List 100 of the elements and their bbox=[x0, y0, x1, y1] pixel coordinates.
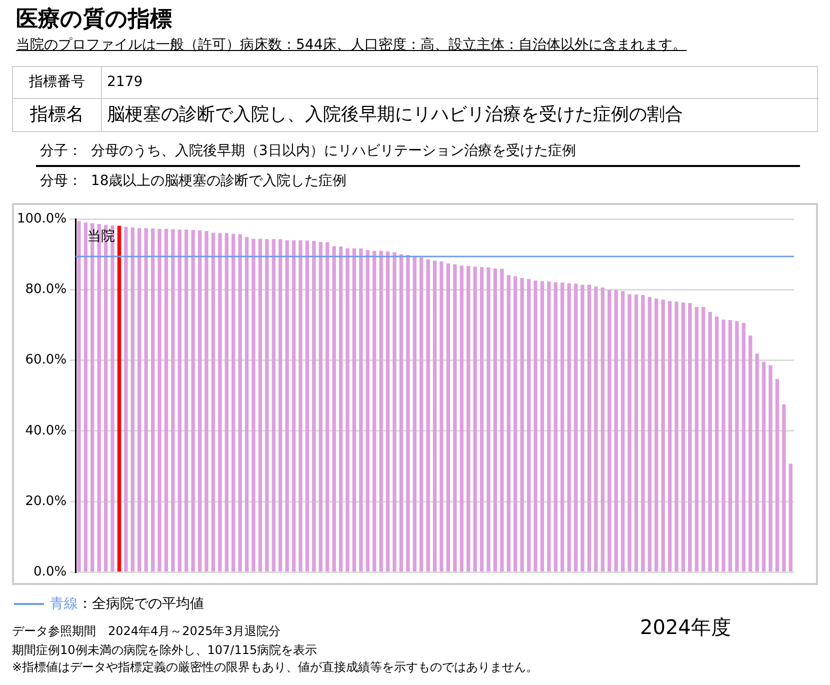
bar bbox=[298, 240, 302, 572]
bar bbox=[714, 316, 719, 572]
bar bbox=[211, 232, 216, 572]
bar bbox=[171, 229, 175, 572]
bar bbox=[788, 464, 792, 572]
bar bbox=[278, 239, 282, 572]
bar bbox=[742, 322, 746, 572]
bar bbox=[191, 230, 195, 572]
bar bbox=[252, 238, 256, 572]
bar bbox=[305, 240, 310, 572]
bar bbox=[318, 242, 322, 572]
text: 期間症例10例未満の病院を除外し、107/115病院を表示 bbox=[12, 642, 318, 659]
chart-title: 医療の質の指標 bbox=[16, 6, 172, 34]
bar bbox=[480, 267, 484, 572]
bar bbox=[768, 365, 772, 572]
bar bbox=[661, 300, 665, 572]
bar bbox=[620, 291, 625, 572]
bar bbox=[500, 268, 504, 572]
y-tick-label: 20.0% bbox=[25, 494, 67, 509]
text: 指標名 bbox=[13, 99, 102, 131]
bar bbox=[722, 320, 726, 572]
chart-subtitle: 当院のプロファイルは一般（許可）病床数：544床、人口密度：高、設立主体：自治体以外に含まれます。 bbox=[16, 36, 687, 54]
bar bbox=[244, 237, 249, 572]
bar bbox=[580, 284, 584, 572]
bar bbox=[702, 306, 706, 572]
bar bbox=[782, 404, 786, 572]
bar bbox=[560, 282, 564, 572]
bar bbox=[460, 266, 464, 572]
bar bbox=[628, 294, 632, 572]
bar bbox=[608, 290, 612, 572]
bar bbox=[634, 294, 638, 572]
bar bbox=[594, 286, 598, 572]
bar bbox=[184, 230, 188, 572]
bar bbox=[198, 230, 202, 572]
bar bbox=[164, 228, 168, 572]
bar bbox=[326, 242, 330, 572]
bar bbox=[473, 266, 477, 572]
bar bbox=[486, 267, 490, 572]
bar bbox=[352, 248, 356, 572]
bar bbox=[265, 239, 269, 572]
bar bbox=[775, 379, 780, 572]
bar bbox=[654, 298, 658, 572]
bar bbox=[224, 233, 228, 572]
text: 18歳以上の脳梗塞の診断で入院した症例 bbox=[90, 173, 347, 189]
bar bbox=[694, 306, 698, 572]
text: データ参照期間 2024年4月～2025年3月退院分 bbox=[12, 623, 280, 640]
bar bbox=[600, 288, 604, 572]
bar bbox=[204, 231, 208, 572]
bar bbox=[426, 259, 430, 572]
bar bbox=[117, 226, 122, 572]
y-tick-label: 80.0% bbox=[25, 282, 67, 298]
bar bbox=[238, 234, 242, 572]
bar bbox=[178, 230, 182, 572]
bar bbox=[138, 228, 142, 572]
bar bbox=[84, 222, 88, 572]
bar bbox=[332, 246, 336, 572]
bar bbox=[574, 284, 578, 572]
bar bbox=[728, 320, 732, 572]
bar bbox=[218, 233, 222, 572]
bar bbox=[547, 282, 551, 572]
bar bbox=[130, 227, 134, 572]
annotation: 当院 bbox=[87, 228, 116, 244]
text: 2179 bbox=[107, 73, 143, 92]
bar bbox=[399, 254, 404, 572]
bar bbox=[392, 252, 396, 572]
bar bbox=[77, 221, 81, 572]
bar bbox=[432, 260, 437, 572]
bar bbox=[526, 279, 531, 572]
bar bbox=[506, 275, 510, 572]
bar bbox=[514, 276, 518, 572]
bar bbox=[292, 240, 296, 572]
text: ※指標値はデータや指標定義の厳密性の限界もあり、値が直接成績等を示すものではありません。 bbox=[12, 659, 538, 676]
bar bbox=[708, 312, 712, 572]
text: 指標番号 bbox=[13, 67, 102, 99]
bar bbox=[150, 228, 155, 572]
bar bbox=[540, 281, 544, 572]
y-tick-label: 0.0% bbox=[34, 564, 67, 580]
bar bbox=[366, 250, 370, 572]
bar bbox=[453, 264, 457, 572]
legend-label: 青線：全病院での平均値 bbox=[50, 595, 204, 613]
bar bbox=[762, 362, 766, 572]
text: 分子： bbox=[40, 143, 82, 159]
bar bbox=[648, 297, 652, 572]
bar bbox=[554, 282, 558, 572]
text: 2024年度 bbox=[640, 614, 731, 641]
bar bbox=[412, 256, 416, 572]
bar bbox=[641, 294, 645, 572]
text: 分母： bbox=[40, 173, 82, 189]
bar bbox=[420, 258, 424, 572]
bar bbox=[346, 248, 350, 572]
bar bbox=[534, 280, 538, 572]
bar bbox=[258, 238, 262, 572]
bar bbox=[520, 278, 524, 572]
text: 脳梗塞の診断で入院し、入院後早期にリハビリ治療を受けた症例の割合 bbox=[107, 103, 683, 127]
bar bbox=[312, 240, 316, 572]
bar bbox=[272, 239, 276, 572]
bar bbox=[338, 246, 343, 572]
bar bbox=[688, 303, 692, 572]
bar bbox=[748, 336, 752, 572]
y-tick-label: 60.0% bbox=[25, 352, 67, 368]
